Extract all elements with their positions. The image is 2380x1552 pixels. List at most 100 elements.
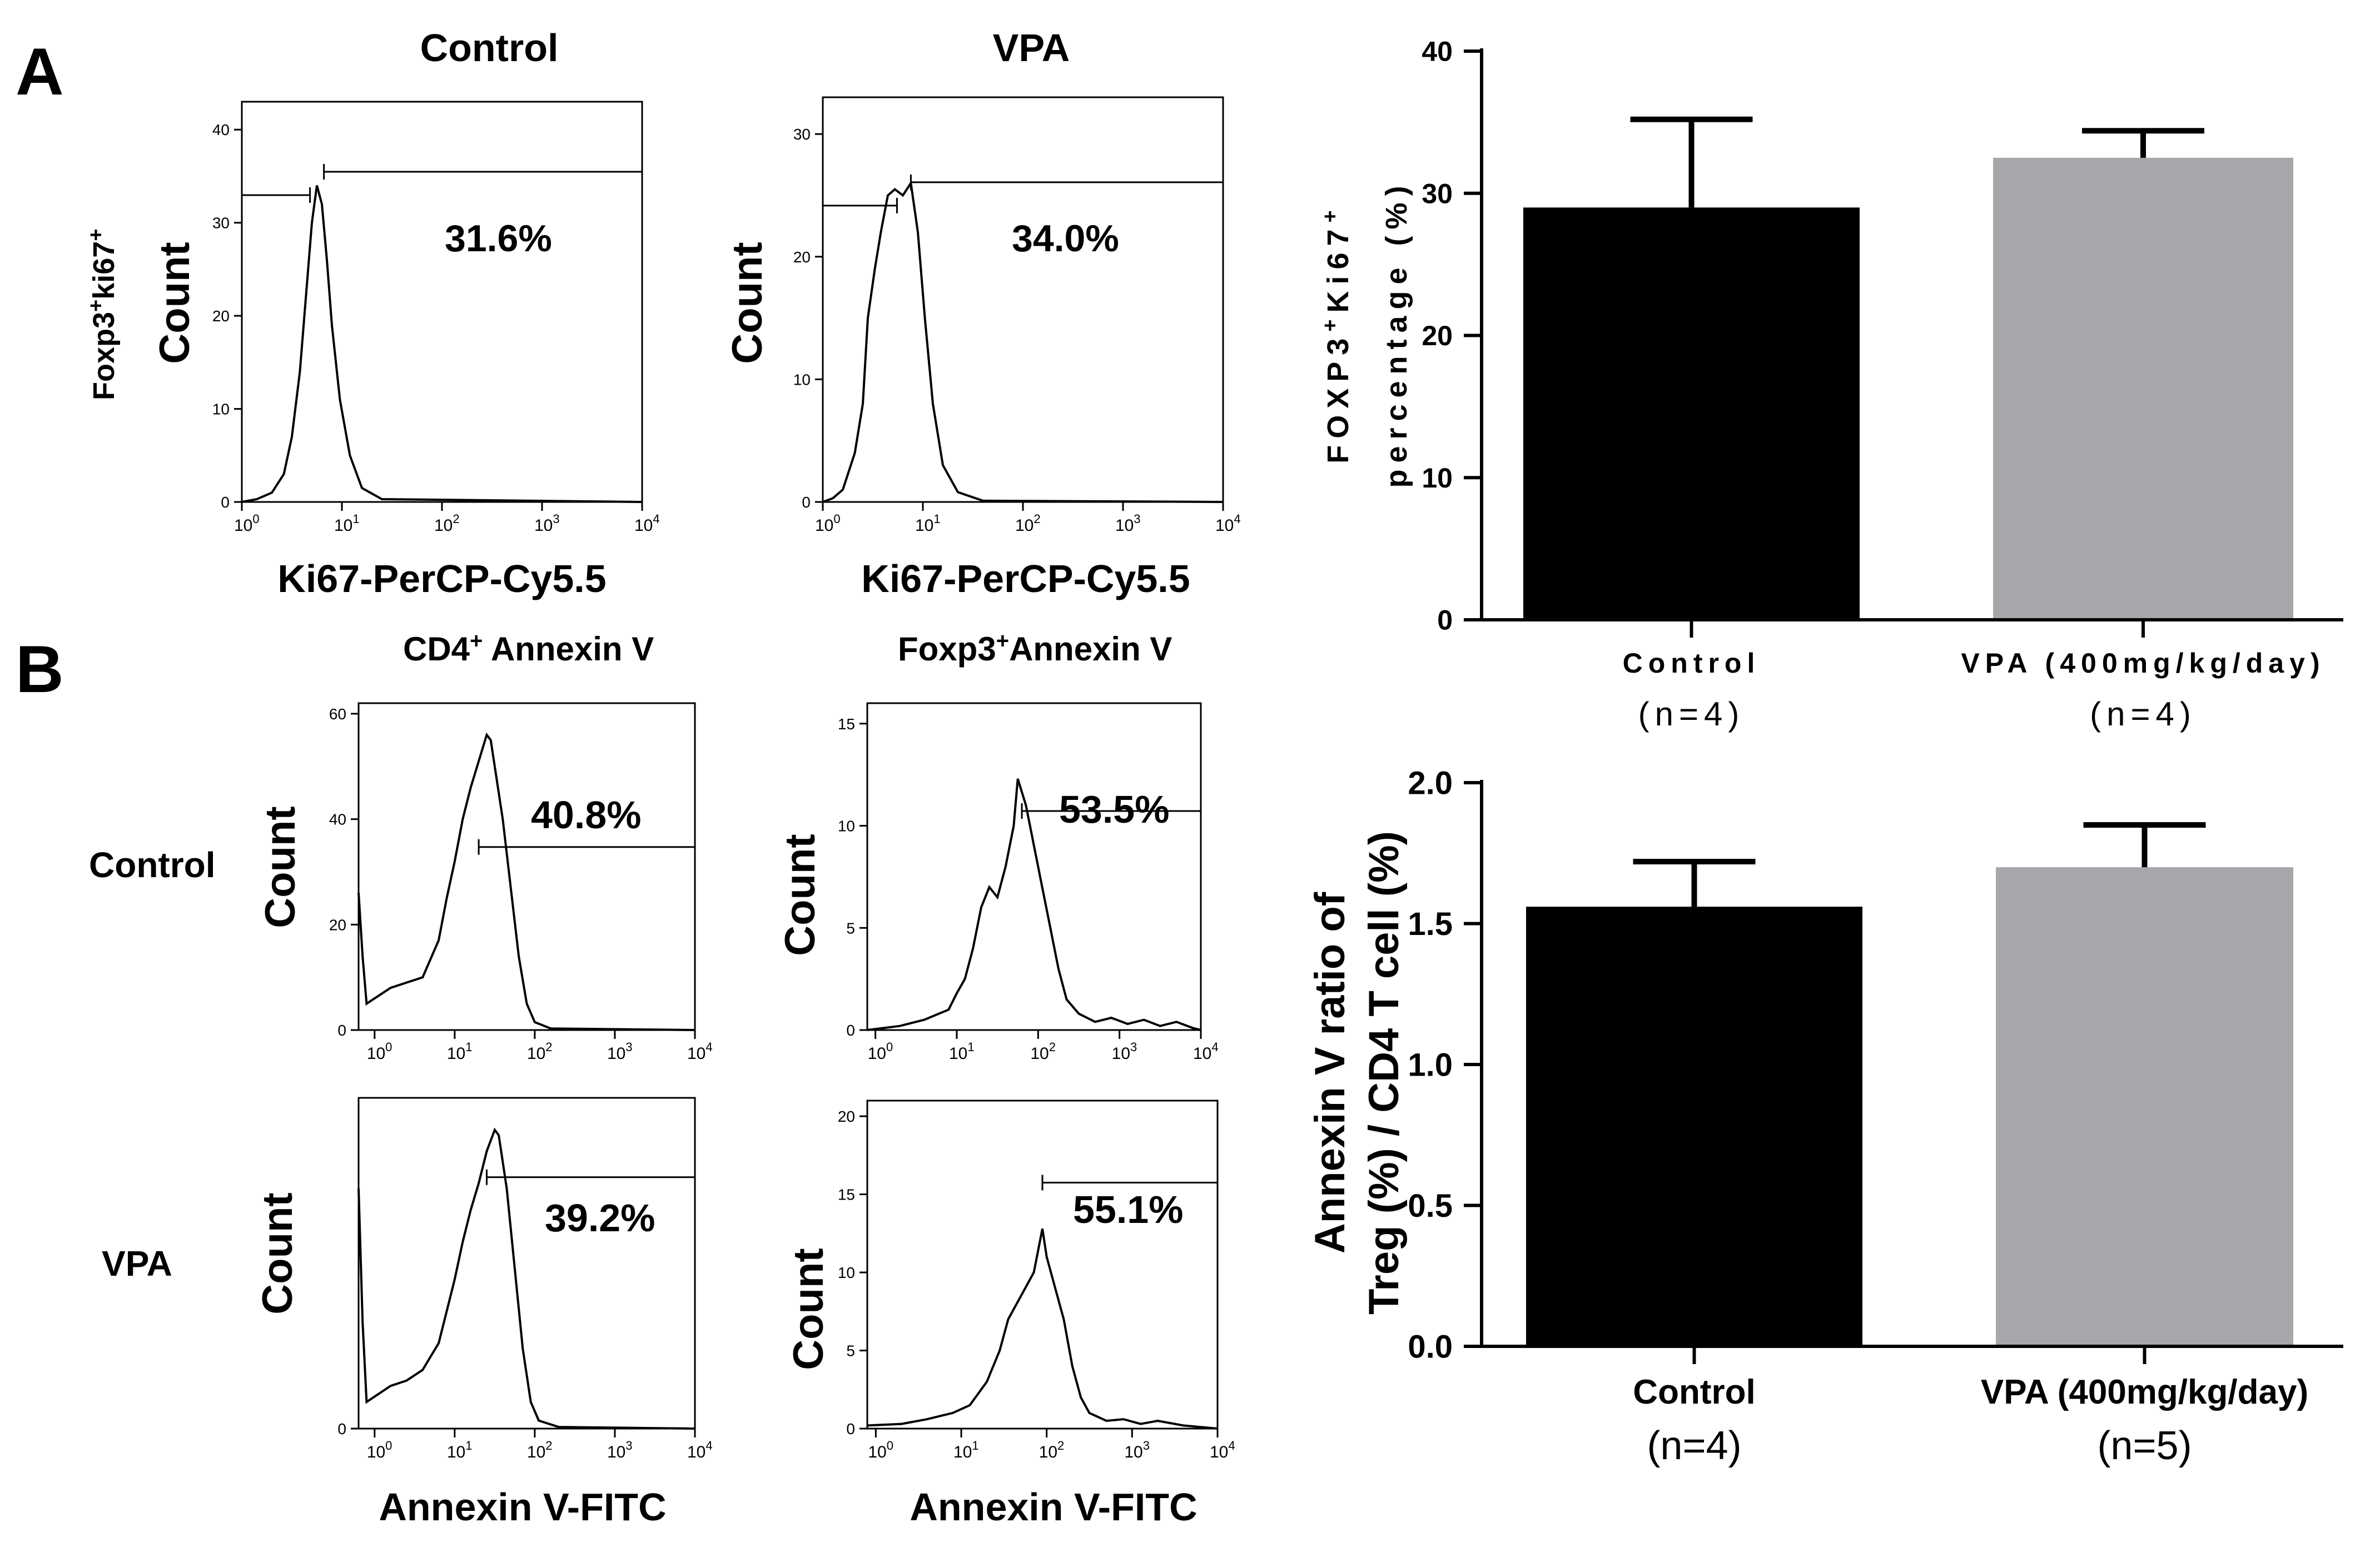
x-tick-label: 100 [815, 512, 841, 535]
x-tick-label: 103 [534, 512, 560, 535]
plot-frame [866, 1100, 1219, 1430]
y-tick-label: 30 [793, 126, 811, 143]
row-label-vpa: VPA [102, 1243, 172, 1284]
n-label: (n=5) [2097, 1424, 2192, 1468]
y-tick-label: 0.5 [1408, 1188, 1453, 1224]
x-axis-label: Annexin V-FITC [910, 1485, 1197, 1529]
y-axis-label: Count [151, 242, 198, 364]
x-tick-label: 104 [687, 1439, 713, 1461]
panel-label-b: B [16, 632, 64, 707]
y-tick-label: 30 [1422, 178, 1453, 209]
y-tick-label: 0 [221, 494, 230, 511]
y-tick-label: 20 [212, 307, 230, 325]
histogram-curve [241, 185, 643, 503]
y-tick-label: 20 [1422, 320, 1453, 351]
n-label: (n=4) [1647, 1424, 1741, 1468]
y-tick-label: 10 [212, 401, 230, 418]
y-axis-label: Count [785, 1248, 832, 1370]
chart-title: Control [420, 26, 559, 69]
y-tick-label: 0.0 [1408, 1329, 1453, 1365]
y-tick-label: 5 [846, 919, 855, 937]
x-tick-label: 102 [434, 512, 460, 535]
y-axis-label: Count [724, 242, 771, 364]
x-tick-label: 104 [1215, 512, 1241, 535]
y-tick-label: 60 [329, 705, 346, 723]
y-tick-label: 0 [846, 1022, 855, 1039]
y-tick-label: 2.0 [1408, 765, 1453, 801]
x-tick-label: 101 [334, 512, 360, 535]
gate-percent: 31.6% [445, 217, 552, 260]
y-tick-label: 20 [793, 248, 811, 266]
x-tick-label: 100 [868, 1040, 893, 1063]
histogram-foxp3-annexin-control: 100 101 102 103 104 0 5 10 15 53.5% Count [777, 702, 1219, 1063]
row-label-control: Control [89, 845, 216, 885]
histogram-curve [357, 1127, 695, 1430]
bar-chart-ki67: 0 10 20 30 40 Control (n=4) VPA (400mg/kg/day) (… [1319, 36, 2343, 733]
histogram-curve [822, 180, 1224, 503]
gate-percent: 55.1% [1073, 1188, 1183, 1231]
y-tick-label: 0 [846, 1420, 855, 1437]
col-title-foxp3-annexin: Foxp3+Annexin V [898, 629, 1172, 668]
y-tick-label: 10 [1422, 462, 1453, 494]
x-tick-label: 104 [1193, 1040, 1219, 1063]
y-tick-label: 30 [212, 215, 230, 232]
histogram-curve [867, 778, 1201, 1031]
plot-frame [357, 1097, 696, 1430]
y-axis-label: Count [777, 834, 824, 956]
histogram-curve [867, 1228, 1218, 1430]
plot-frame [822, 96, 1224, 503]
y-tick-label: 40 [212, 121, 230, 138]
x-tick-label: 103 [1124, 1439, 1150, 1461]
x-tick-label: 102 [527, 1040, 553, 1063]
plot-frame [357, 702, 696, 1031]
gate-percent: 40.8% [531, 793, 641, 837]
y-tick-label: 1.0 [1408, 1047, 1453, 1083]
bar-chart-annexin: 0.0 0.5 1.0 1.5 2.0 Control (n=4) VPA (400mg/kg… [1306, 765, 2343, 1468]
y-tick-label: 0 [1437, 605, 1453, 636]
y-axis-label: Count [254, 1192, 301, 1314]
x-tick-label: 103 [607, 1439, 633, 1461]
bar-vpa [1993, 157, 2293, 620]
category-label: VPA (400mg/kg/day) [1961, 648, 2325, 679]
y-axis-label-line1: Annexin V ratio of [1306, 892, 1354, 1253]
y-tick-label: 15 [838, 715, 855, 733]
histogram-ki67-vpa: 100 101 102 103 104 0 10 20 30 34.0% Count VPA Ki67-… [724, 26, 1241, 600]
histogram-cd4-annexin-control: 100 101 102 103 104 0 20 40 60 40.8% Count [257, 702, 713, 1063]
x-tick-label: 102 [1015, 512, 1041, 535]
bar-control [1526, 907, 1862, 1346]
y-axis-label-line1: FOXP3+Ki67+ [1319, 203, 1355, 464]
histogram-ki67-control: 100 101 102 103 104 0 10 20 30 40 31.6% Count Contro… [151, 26, 660, 600]
x-tick-label: 104 [1210, 1439, 1235, 1461]
y-tick-label: 40 [329, 811, 346, 828]
y-axis-label-line2: Treg (%) / CD4 T cell (%) [1360, 831, 1408, 1315]
y-tick-label: 10 [793, 371, 811, 388]
x-tick-label: 103 [1112, 1040, 1137, 1063]
y-tick-label: 15 [838, 1186, 855, 1203]
n-label: (n=4) [2090, 695, 2197, 733]
category-label: VPA (400mg/kg/day) [1981, 1373, 2308, 1411]
x-tick-label: 101 [949, 1040, 975, 1063]
chart-title: VPA [993, 26, 1070, 69]
y-tick-label: 0 [337, 1022, 346, 1039]
gate-percent: 34.0% [1012, 217, 1119, 260]
y-tick-label: 20 [838, 1108, 855, 1125]
y-tick-label: 10 [838, 818, 855, 835]
histogram-cd4-annexin-vpa: 100 101 102 103 104 0 39.2% Count Annexin V-FITC [254, 1097, 713, 1529]
gate-percent: 53.5% [1059, 788, 1169, 831]
x-tick-label: 102 [1030, 1040, 1056, 1063]
plot-frame [241, 101, 643, 503]
y-tick-label: 0 [337, 1420, 346, 1437]
gate-percent: 39.2% [545, 1196, 655, 1240]
n-label: (n=4) [1638, 695, 1745, 733]
histogram-curve [357, 732, 695, 1031]
panel-label-a: A [16, 34, 64, 109]
x-tick-label: 101 [447, 1439, 473, 1461]
x-tick-label: 102 [1039, 1439, 1065, 1461]
col-title-cd4-annexin: CD4+ Annexin V [403, 629, 654, 668]
y-tick-label: 40 [1422, 36, 1453, 67]
y-tick-label: 1.5 [1408, 906, 1453, 942]
x-tick-label: 104 [634, 512, 660, 535]
x-axis-label: Annexin V-FITC [379, 1485, 666, 1529]
y-tick-label: 10 [838, 1264, 855, 1281]
